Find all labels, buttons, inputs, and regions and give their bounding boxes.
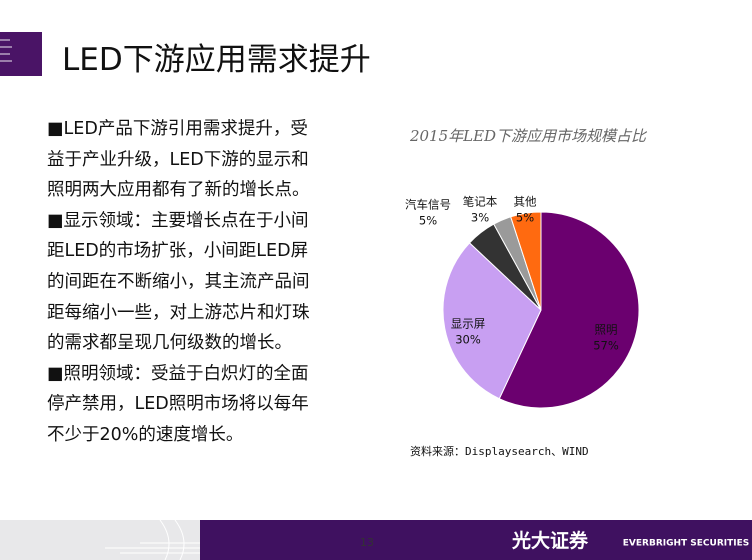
pie-slice [442,242,542,400]
paragraph: ■显示领域：主要增长点在于小间距LED的市场扩张，小间距LED屏的间距在不断缩小… [47,210,310,354]
pie-slice [498,211,640,409]
slice-label: 照明 [595,323,618,337]
page-number: 13 [360,536,374,549]
pie-slice [510,211,542,311]
paragraph: ■LED产品下游引用需求提升，受益于产业升级，LED下游的显示和照明两大应用都有… [47,119,310,201]
title-block-stripes [0,39,12,62]
slice-value: 5% [419,214,437,228]
slice-value: 30% [455,333,481,347]
slide-title: LED下游应用需求提升 [62,42,371,78]
slice-label: 显示屏 [451,317,486,331]
body-text: ■LED产品下游引用需求提升，受益于产业升级，LED下游的显示和照明两大应用都有… [47,114,319,451]
footer-bar [200,520,752,560]
slice-label: 汽车信号 [405,198,451,212]
slice-value: 57% [593,339,619,353]
brand-en: EVERBRIGHT SECURITIES [623,539,749,549]
footer-stripes [105,519,200,560]
slice-label: 其他 [514,195,537,209]
paragraph: ■照明领域：受益于白炽灯的全面停产禁用，LED照明市场将以每年不少于20%的速度… [47,363,309,445]
source: 资料来源：Displaysearch、WIND [410,444,589,458]
slice-value: 5% [516,211,534,225]
chart-title: 2015年LED下游应用市场规模占比 [409,127,648,145]
slice-value: 3% [471,211,489,225]
brand: 光大证券 [511,529,589,552]
slice-label: 笔记本 [463,195,498,209]
